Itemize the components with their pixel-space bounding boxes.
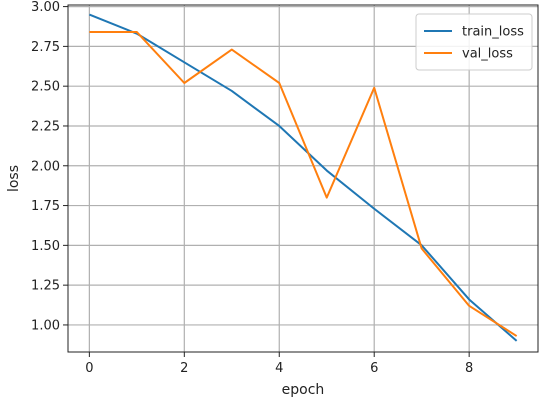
x-tick-label: 2 xyxy=(180,361,188,376)
series-line-val-loss xyxy=(89,31,518,337)
x-tick-label: 8 xyxy=(465,361,473,376)
y-tick-label: 3.00 xyxy=(31,0,60,15)
legend-label-train-loss: train_loss xyxy=(462,25,524,40)
legend: train_loss val_loss xyxy=(415,13,533,71)
y-tick-label: 1.25 xyxy=(31,279,60,294)
series-lines xyxy=(88,13,518,342)
x-tick-label: 6 xyxy=(370,361,378,376)
y-tick-label: 2.50 xyxy=(31,80,60,95)
legend-box xyxy=(415,13,533,71)
y-tick-label: 2.25 xyxy=(31,119,60,134)
y-tick-label: 2.00 xyxy=(31,159,60,174)
y-tick-label: 1.50 xyxy=(31,239,60,254)
x-tick-label: 0 xyxy=(85,361,93,376)
series-line-train-loss xyxy=(88,13,518,342)
x-axis-label: epoch xyxy=(282,382,325,398)
y-tick-label: 1.00 xyxy=(31,318,60,333)
y-tick-label: 1.75 xyxy=(31,199,60,214)
y-tick-label: 2.75 xyxy=(31,40,60,55)
legend-label-val-loss: val_loss xyxy=(462,47,513,62)
plot-frame xyxy=(67,4,539,353)
x-tick-label: 4 xyxy=(275,361,283,376)
y-axis-label: loss xyxy=(6,165,22,192)
axis-ticks: 0 2 4 6 8 1.00 1.25 1.50 1.75 2.00 2.25 2.50 2.75 3.0… xyxy=(31,0,473,376)
